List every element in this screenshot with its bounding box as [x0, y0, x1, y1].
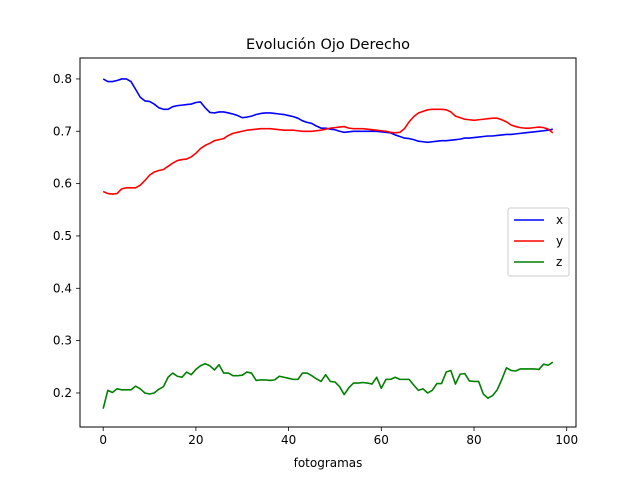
- y-tick-label: 0.5: [53, 229, 72, 243]
- x-axis: 0 20 40 60 80 100: [99, 427, 578, 447]
- legend-label-x: x: [556, 213, 563, 227]
- x-tick-label: 20: [188, 433, 203, 447]
- y-tick-label: 0.8: [53, 72, 72, 86]
- x-tick-label: 100: [555, 433, 578, 447]
- x-tick-label: 0: [99, 433, 107, 447]
- x-axis-label: fotogramas: [294, 456, 363, 470]
- y-tick-label: 0.6: [53, 177, 72, 191]
- y-axis: 0.2 0.3 0.4 0.5 0.6 0.7 0.8: [53, 72, 80, 400]
- legend-label-z: z: [556, 255, 562, 269]
- legend: xyz: [507, 207, 570, 277]
- y-tick-label: 0.2: [53, 386, 72, 400]
- y-tick-label: 0.3: [53, 334, 72, 348]
- chart-title: Evolución Ojo Derecho: [246, 37, 410, 53]
- legend-box: [507, 207, 570, 277]
- x-tick-label: 60: [374, 433, 389, 447]
- series-line-z: [102, 361, 554, 409]
- series-layer: [102, 78, 554, 409]
- plot-area-frame: [79, 57, 577, 428]
- y-tick-label: 0.4: [53, 281, 72, 295]
- x-tick-label: 40: [281, 433, 296, 447]
- y-tick-label: 0.7: [53, 124, 72, 138]
- legend-label-y: y: [556, 234, 563, 248]
- series-line-y: [102, 108, 554, 195]
- x-tick-label: 80: [466, 433, 481, 447]
